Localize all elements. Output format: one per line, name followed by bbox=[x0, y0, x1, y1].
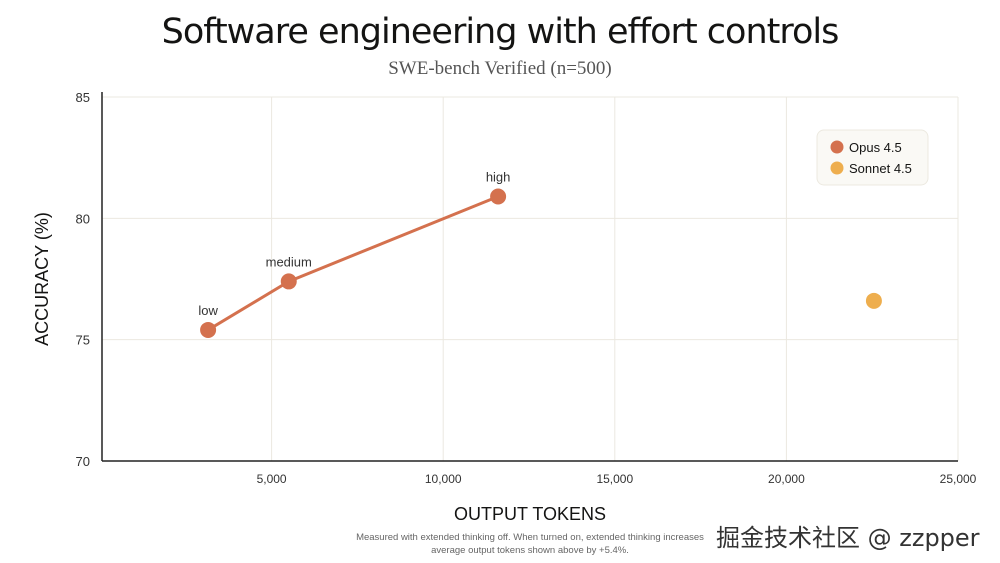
y-tick-label: 75 bbox=[76, 333, 90, 348]
data-point bbox=[865, 292, 882, 309]
data-label: low bbox=[198, 303, 218, 318]
watermark: 掘金技术社区 @ zzpper bbox=[716, 524, 980, 552]
y-tick-label: 70 bbox=[76, 454, 90, 469]
chart-title: Software engineering with effort control… bbox=[161, 12, 840, 52]
legend bbox=[816, 129, 929, 186]
chart-subtitle: SWE-bench Verified (n=500) bbox=[388, 58, 612, 79]
data-label: high bbox=[486, 169, 511, 184]
x-tick-label: 25,000 bbox=[940, 472, 977, 486]
legend-label: Opus 4.5 bbox=[849, 140, 902, 155]
data-label: medium bbox=[266, 254, 312, 269]
data-point bbox=[200, 321, 217, 338]
x-tick-label: 20,000 bbox=[768, 472, 805, 486]
legend-marker bbox=[830, 140, 844, 154]
legend-label: Sonnet 4.5 bbox=[849, 161, 912, 176]
y-tick-label: 85 bbox=[76, 90, 90, 105]
y-axis-label: ACCURACY (%) bbox=[32, 212, 52, 346]
legend-marker bbox=[830, 161, 844, 175]
data-point bbox=[490, 188, 507, 205]
x-tick-label: 15,000 bbox=[596, 472, 633, 486]
x-tick-label: 5,000 bbox=[257, 472, 287, 486]
x-tick-label: 10,000 bbox=[425, 472, 462, 486]
y-tick-label: 80 bbox=[76, 211, 90, 226]
footnote: Measured with extended thinking off. Whe… bbox=[356, 532, 704, 556]
x-axis-label: OUTPUT TOKENS bbox=[454, 504, 606, 524]
data-point bbox=[280, 273, 297, 290]
series-line bbox=[207, 195, 499, 332]
